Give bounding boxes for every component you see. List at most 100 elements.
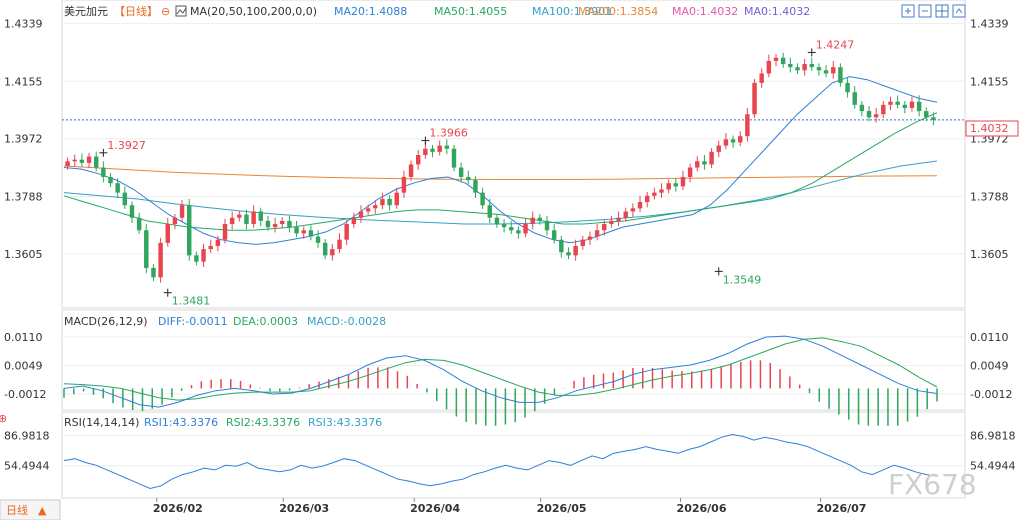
candle (65, 161, 70, 166)
macd-dea: DEA:0.0003 (233, 315, 298, 328)
macd-tick-right: 0.0110 (970, 331, 1009, 344)
candle (86, 156, 92, 163)
candle (709, 151, 714, 165)
candle (208, 245, 213, 250)
candle (93, 156, 99, 168)
candle (902, 104, 908, 108)
ma50-value: MA50:1.4055 (434, 5, 507, 18)
candle (444, 145, 450, 149)
candle (330, 249, 335, 256)
candle (365, 208, 371, 212)
candle (487, 205, 492, 218)
date-tick-label: 2026/06 (677, 502, 727, 515)
ma-params[interactable]: MA(20,50,100,200,0,0) (190, 5, 317, 18)
candle (730, 139, 736, 143)
candle (924, 111, 929, 118)
candle (823, 70, 829, 74)
extreme-label: 1.3927 (107, 139, 146, 152)
candle (881, 104, 886, 115)
period-tab-arrow-icon[interactable]: ▲ (38, 504, 47, 517)
rsi-panel-frame (61, 411, 966, 499)
crosshair-icon[interactable]: ⊕ (0, 412, 7, 425)
candle (437, 145, 442, 152)
period-toggle-icon[interactable]: ⊖ (161, 5, 170, 18)
candle (194, 255, 199, 262)
candle (258, 211, 264, 221)
price-tick-right: 1.3788 (970, 190, 1009, 203)
candle (516, 230, 521, 234)
candle (802, 64, 807, 71)
period-label[interactable]: 【日线】 (114, 4, 158, 18)
candle (466, 176, 471, 181)
period-tab[interactable] (0, 499, 61, 520)
candle (602, 224, 607, 231)
candle (644, 195, 650, 203)
rsi3-value: RSI3:43.3376 (308, 416, 382, 429)
candle (895, 101, 900, 105)
candle (179, 205, 185, 218)
macd-title: MACD(26,12,9) (64, 315, 148, 328)
date-tick-label: 2026/05 (537, 502, 587, 515)
extreme-label: 1.3481 (172, 295, 211, 308)
candle (831, 67, 836, 74)
candle (315, 236, 321, 243)
candle (473, 180, 478, 193)
candle (673, 183, 679, 187)
candle (873, 114, 879, 118)
price-tick-left: 1.4339 (4, 18, 43, 31)
date-tick-label: 2026/02 (153, 502, 203, 515)
candle (544, 220, 550, 231)
candle (244, 214, 249, 225)
rsi-tick-right: 86.9818 (970, 429, 1016, 442)
candle (695, 161, 700, 168)
price-tick-left: 1.3788 (4, 190, 43, 203)
candle (687, 167, 693, 177)
macd-panel-frame (61, 309, 966, 411)
candle (351, 217, 357, 225)
candle (415, 155, 421, 165)
rsi2-value: RSI2:43.3376 (226, 416, 300, 429)
ma20-line (63, 76, 938, 245)
add-icon[interactable] (901, 4, 915, 18)
price-tick-left: 1.4155 (4, 75, 43, 88)
candle (158, 242, 163, 278)
candle (229, 217, 235, 225)
macd-tick-left: 0.0110 (4, 331, 43, 344)
collapse-icon[interactable] (952, 4, 966, 18)
candle (451, 148, 457, 168)
candle (144, 230, 149, 268)
candle (609, 220, 614, 225)
macd-tick-right: -0.0012 (970, 388, 1012, 401)
period-tab-label[interactable]: 日线 (6, 503, 28, 517)
current-price: 1.4032 (970, 122, 1009, 135)
candle (666, 183, 671, 190)
candle (838, 67, 843, 83)
dea-line (63, 337, 938, 401)
candle (322, 242, 328, 256)
candle (652, 192, 657, 196)
layout-icon[interactable] (935, 4, 949, 18)
candle (222, 224, 228, 240)
candle (809, 64, 814, 68)
candle (187, 205, 192, 256)
candle (616, 217, 621, 221)
candle (630, 208, 636, 212)
candle (501, 224, 507, 228)
ma20-value: MA20:1.4088 (334, 5, 407, 18)
candle (423, 148, 428, 155)
candle (308, 230, 314, 237)
candle (480, 192, 485, 206)
candle (172, 217, 178, 225)
candle (580, 239, 586, 246)
remove-icon[interactable] (918, 4, 932, 18)
rsi-series (63, 433, 938, 490)
macd-tick-right: 0.0049 (970, 359, 1009, 372)
moving-averages (62, 76, 965, 245)
indicator-settings-icon[interactable] (175, 5, 187, 17)
candle (816, 67, 822, 71)
date-tick-label: 2026/03 (279, 502, 329, 515)
candle (201, 249, 206, 262)
rsi1-value: RSI1:43.3376 (144, 416, 218, 429)
